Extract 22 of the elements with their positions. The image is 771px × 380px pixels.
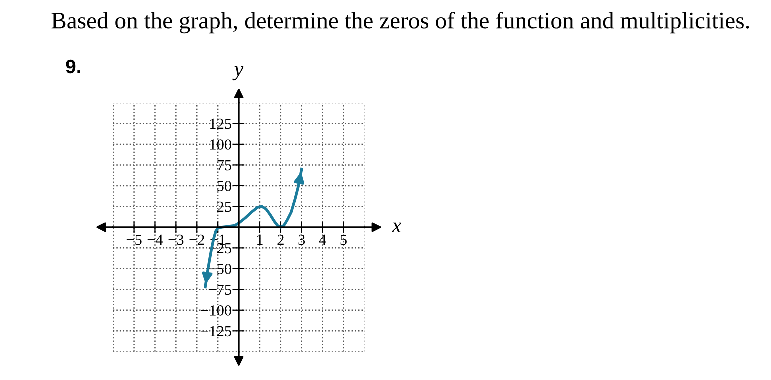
y-tick-label: 25 [217, 202, 232, 212]
x-tick-label: −5 [126, 234, 142, 246]
x-tick-label: −2 [190, 234, 204, 245]
x-tick-label: −4 [148, 234, 164, 245]
x-tick-label: 1 [257, 234, 263, 245]
x-tick-label: −3 [168, 234, 184, 246]
y-tick-label: −75 [208, 284, 232, 296]
chart-title: Based on the graph, determine the zeros of the function and multiplicities. [52, 12, 750, 34]
y-tick-label: 75 [218, 160, 232, 171]
y-tick-label: 125 [210, 118, 232, 130]
x-tick-label: 3 [298, 234, 306, 246]
y-tick-label: −100 [201, 306, 232, 316]
y-tick-label: −125 [201, 326, 232, 337]
y-axis-title: y [232, 66, 244, 81]
x-tick-label: 5 [340, 234, 347, 246]
x-tick-label: 4 [319, 234, 326, 245]
y-tick-label: 100 [210, 140, 232, 150]
y-tick-label: 50 [218, 181, 232, 192]
y-tick-label: −50 [208, 264, 232, 274]
text: 9. [66, 60, 80, 74]
x-tick-label: 2 [278, 234, 284, 245]
x-axis-title: x [392, 222, 402, 232]
